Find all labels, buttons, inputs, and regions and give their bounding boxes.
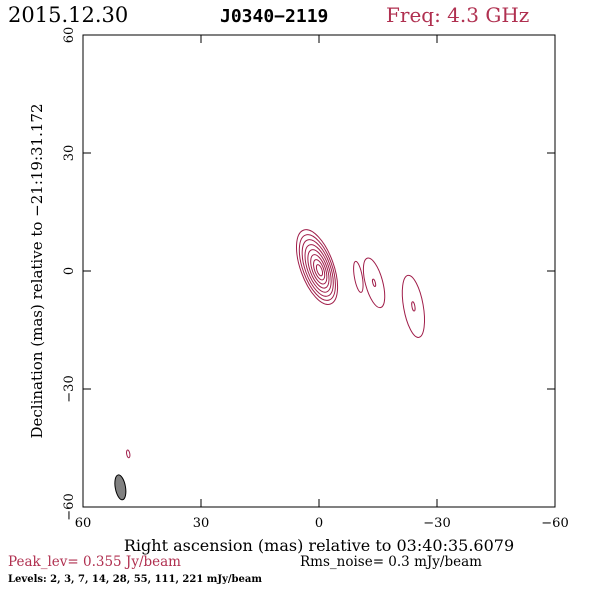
contour-line <box>295 229 339 305</box>
y-axis-label: Declination (mas) relative to −21:19:31.… <box>28 103 46 438</box>
contour-line <box>371 278 377 288</box>
rms-noise-label: Rms_noise= 0.3 mJy/beam <box>300 554 482 570</box>
observation-date: 2015.12.30 <box>8 3 128 27</box>
y-tick-label: 30 <box>62 145 77 162</box>
contour-levels-label: Levels: 2, 3, 7, 14, 28, 55, 111, 221 mJ… <box>8 574 262 585</box>
contour-line <box>304 244 332 293</box>
source-name: J0340−2119 <box>220 6 328 27</box>
frequency-label: Freq: 4.3 GHz <box>386 3 529 27</box>
x-tick-label: −30 <box>423 516 450 531</box>
x-axis-label: Right ascension (mas) relative to 03:40:… <box>124 536 514 555</box>
x-tick-label: −60 <box>541 516 568 531</box>
y-tick-label: −30 <box>62 375 77 402</box>
contour-line <box>353 260 364 293</box>
x-tick-label: 0 <box>315 516 323 531</box>
contour-line <box>401 274 426 338</box>
contour-layer <box>126 229 426 459</box>
restoring-beam <box>114 474 127 501</box>
x-tick-label: 60 <box>75 516 92 531</box>
contour-line <box>313 259 326 281</box>
y-tick-label: −60 <box>62 493 77 520</box>
contour-line <box>411 301 416 312</box>
contour-line <box>301 239 334 297</box>
contour-line <box>310 254 328 285</box>
contour-line <box>126 449 131 459</box>
contour-line <box>307 249 330 289</box>
plot-frame <box>82 34 556 508</box>
contour-line <box>362 257 386 309</box>
x-tick-label: 30 <box>193 516 210 531</box>
y-tick-label: 0 <box>62 267 77 275</box>
contour-line <box>298 234 336 301</box>
peak-level-label: Peak_lev= 0.355 Jy/beam <box>8 554 181 570</box>
contour-line <box>315 264 324 277</box>
beam-layer <box>114 474 127 501</box>
y-tick-label: 60 <box>62 27 77 44</box>
